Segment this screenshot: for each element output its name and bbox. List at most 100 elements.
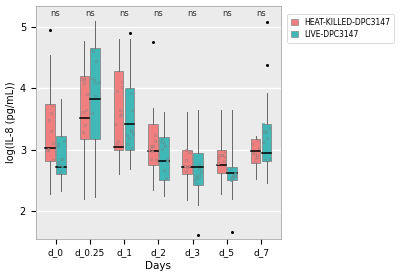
Point	[80, 77, 87, 82]
Point	[56, 162, 62, 167]
Point	[55, 144, 62, 148]
Bar	[251, 138, 260, 163]
Point	[216, 153, 222, 157]
Point	[81, 81, 88, 86]
Point	[130, 132, 136, 136]
Point	[115, 139, 121, 144]
Point	[162, 176, 169, 180]
Point	[196, 173, 202, 178]
Point	[182, 163, 188, 168]
Point	[152, 138, 159, 143]
Point	[48, 111, 54, 116]
Point	[262, 128, 268, 133]
Point	[164, 159, 170, 163]
Point	[124, 132, 130, 137]
Point	[186, 164, 192, 169]
Point	[80, 76, 87, 81]
Point	[126, 136, 132, 140]
Point	[215, 156, 221, 160]
Point	[194, 173, 200, 177]
Bar	[216, 150, 226, 173]
Point	[158, 137, 165, 141]
Point	[48, 129, 54, 133]
Point	[250, 151, 256, 155]
Point	[59, 157, 65, 161]
Point	[198, 170, 204, 174]
Point	[96, 80, 102, 84]
Point	[161, 142, 168, 146]
Point	[114, 141, 120, 145]
Point	[161, 168, 167, 173]
Bar	[159, 137, 168, 180]
Point	[251, 151, 258, 156]
Point	[262, 158, 268, 163]
Point	[44, 148, 50, 152]
Point	[260, 140, 267, 145]
Point	[230, 173, 236, 177]
Point	[264, 136, 270, 140]
Point	[92, 81, 98, 85]
Point	[80, 129, 86, 134]
Point	[182, 163, 188, 168]
Point	[128, 129, 134, 134]
Point	[159, 147, 165, 152]
Point	[260, 122, 266, 127]
Text: ns: ns	[188, 9, 198, 18]
Point	[222, 149, 228, 153]
Point	[183, 158, 190, 163]
Bar	[45, 104, 55, 161]
Point	[118, 84, 125, 89]
Point	[219, 153, 225, 157]
Point	[254, 138, 261, 143]
Point	[193, 175, 200, 179]
Point	[252, 156, 259, 161]
Point	[89, 76, 96, 80]
Point	[186, 150, 192, 155]
Text: ns: ns	[51, 9, 60, 18]
Point	[92, 94, 98, 98]
Text: ns: ns	[256, 9, 266, 18]
Point	[114, 89, 120, 93]
Point	[263, 130, 270, 134]
Point	[229, 176, 235, 180]
Y-axis label: log(IL-8 (pg/mL)): log(IL-8 (pg/mL))	[6, 81, 16, 163]
Point	[220, 159, 227, 163]
Bar	[262, 124, 271, 161]
Point	[215, 161, 222, 165]
Point	[232, 171, 238, 175]
Point	[89, 111, 95, 115]
Point	[254, 155, 260, 159]
Point	[56, 170, 63, 174]
Point	[125, 141, 132, 146]
Text: ns: ns	[119, 9, 129, 18]
Bar	[182, 150, 192, 174]
Point	[228, 178, 234, 182]
Point	[152, 133, 158, 137]
Point	[252, 160, 258, 165]
Point	[229, 173, 236, 178]
Point	[194, 176, 200, 180]
Point	[50, 157, 56, 162]
Point	[267, 157, 273, 161]
Point	[159, 140, 166, 144]
Text: ns: ns	[222, 9, 232, 18]
Point	[227, 166, 234, 170]
Point	[192, 181, 199, 186]
Point	[80, 110, 86, 114]
Bar	[148, 124, 158, 165]
Point	[230, 176, 236, 181]
Point	[148, 145, 154, 149]
Point	[219, 153, 225, 157]
Point	[48, 103, 55, 107]
Bar	[56, 136, 66, 174]
Point	[183, 148, 189, 153]
Point	[83, 108, 89, 112]
Point	[150, 144, 156, 148]
Point	[59, 163, 66, 168]
Point	[118, 79, 125, 84]
Point	[60, 139, 67, 143]
X-axis label: Days: Days	[145, 261, 171, 271]
Bar	[80, 76, 89, 138]
Point	[54, 160, 61, 164]
Text: ns: ns	[154, 9, 163, 18]
